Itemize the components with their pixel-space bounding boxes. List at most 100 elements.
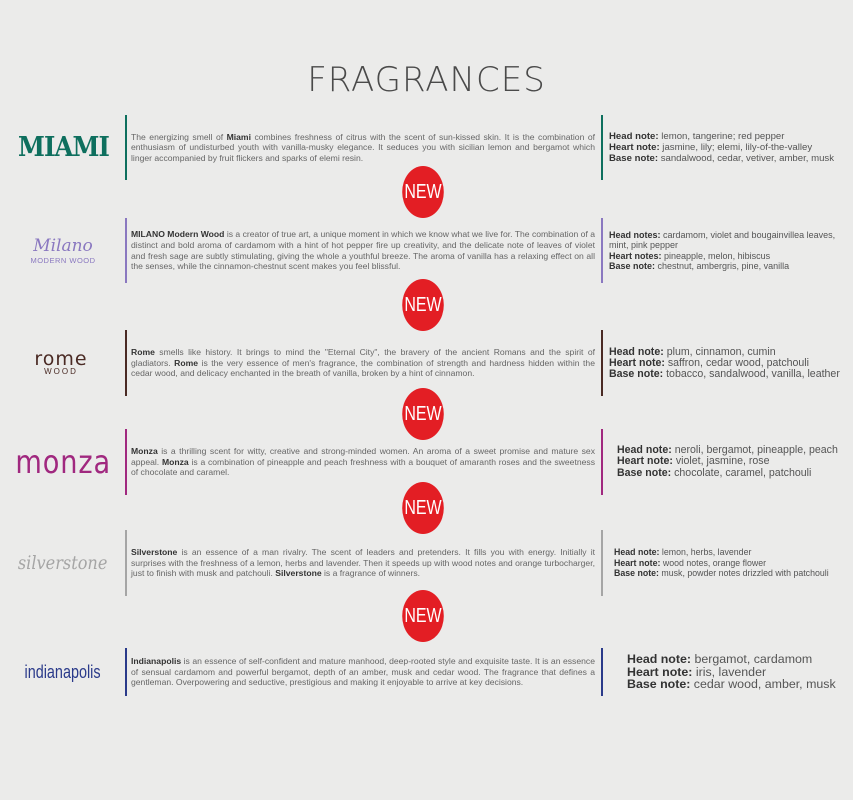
product-row-rome: rome WOOD Rome smells like history. It bri… — [0, 330, 853, 396]
new-badge: NEW — [402, 279, 444, 331]
new-badge: NEW — [402, 388, 444, 440]
note-value: iris, lavender — [692, 664, 767, 679]
note-value: pineapple, melon, hibiscus — [661, 250, 771, 261]
note-label: Base note: — [609, 261, 656, 271]
note-line: Head note: lemon, tangerine; red pepper — [609, 131, 853, 142]
divider-right — [601, 115, 603, 180]
divider-right — [601, 429, 603, 495]
note-line: Base note: tobacco, sandalwood, vanilla,… — [609, 367, 853, 380]
description-text: The energizing smell of — [131, 131, 227, 142]
logo-text: MIAMI — [17, 132, 110, 163]
note-line: Head note: neroli, bergamot, pineapple, … — [617, 443, 853, 457]
product-description: Indianapolis is an essence of self-confi… — [131, 648, 595, 696]
note-value: jasmine, lily; elemi, lily-of-the-valley — [659, 142, 813, 153]
product-description: Monza is a thrilling scent for witty, cr… — [131, 429, 595, 495]
note-line: Base note: chestnut, ambergris, pine, va… — [609, 261, 853, 272]
note-line: Heart notes: pineapple, melon, hibiscus — [609, 251, 853, 262]
divider-left — [125, 115, 127, 180]
note-value: violet, jasmine, rose — [672, 455, 770, 468]
rome-logo: rome WOOD — [0, 330, 126, 396]
fragrance-notes: Head note: plum, cinnamon, cumin Heart no… — [609, 330, 853, 396]
divider-left — [125, 648, 127, 696]
product-row-miami: MIAMI The energizing smell of Miami combi… — [0, 115, 853, 180]
page-title: FRAGRANCES — [307, 60, 546, 100]
description-text: is a creator of true art, a unique momen… — [131, 229, 596, 272]
note-label: Head note: — [614, 547, 660, 558]
product-description: Silverstone is an essence of a man rival… — [131, 530, 595, 596]
description-text: is a thrilling scent for witty, creative… — [131, 446, 595, 467]
note-label: Base note: — [627, 677, 691, 692]
note-value: sandalwood, cedar, vetiver, amber, musk — [658, 153, 835, 164]
note-line: Head notes: cardamom, violet and bougain… — [609, 230, 853, 251]
note-label: Head note: — [609, 345, 664, 358]
note-label: Heart note: — [609, 356, 665, 369]
note-line: Base note: chocolate, caramel, patchouli — [617, 466, 853, 480]
note-label: Heart note: — [617, 455, 673, 468]
note-label: Base note: — [617, 466, 672, 479]
product-name-bold: Indianapolis — [131, 656, 182, 667]
note-label: Heart note: — [627, 664, 693, 679]
note-label: Heart notes: — [609, 250, 662, 261]
note-label: Head note: — [627, 652, 692, 667]
product-description: The energizing smell of Miami combines f… — [131, 115, 595, 180]
note-label: Head note: — [617, 443, 672, 456]
miami-logo: MIAMI — [0, 115, 126, 180]
divider-right — [601, 330, 603, 396]
note-line: Heart note: jasmine, lily; elemi, lily-o… — [609, 142, 853, 153]
note-label: Head note: — [609, 131, 659, 142]
logo-subtext: WOOD — [44, 366, 78, 376]
note-label: Base note: — [614, 568, 659, 579]
note-value: cedar wood, amber, musk — [690, 677, 836, 692]
product-description: Rome smells like history. It brings to m… — [131, 330, 595, 396]
fragrance-notes: Head note: lemon, herbs, lavender Heart n… — [614, 530, 853, 596]
new-badge: NEW — [402, 482, 444, 534]
logo-text: indianapolis — [24, 661, 102, 682]
fragrance-notes: Head notes: cardamom, violet and bougain… — [609, 218, 853, 283]
note-value: chestnut, ambergris, pine, vanilla — [655, 261, 790, 271]
divider-left — [125, 530, 127, 596]
product-row-silverstone: silverstone Silverstone is an essence of … — [0, 530, 853, 596]
description-text: combines freshness of citrus with the sc… — [131, 131, 596, 163]
note-value: neroli, bergamot, pineapple, peach — [671, 443, 838, 456]
note-value: cardamom, violet and bougainvillea leave… — [609, 229, 836, 251]
divider-left — [125, 218, 127, 283]
note-value: wood notes, orange flower — [660, 557, 767, 568]
note-value: tobacco, sandalwood, vanilla, leather — [663, 367, 840, 380]
product-name-bold: Monza — [161, 456, 189, 467]
fragrance-notes: Head note: bergamot, cardamom Heart note:… — [627, 648, 853, 696]
description-text: is a fragrance of winners. — [321, 568, 421, 579]
note-value: musk, powder notes drizzled with patchou… — [658, 568, 829, 579]
fragrance-notes: Head note: neroli, bergamot, pineapple, … — [617, 429, 853, 495]
description-text: smells like history. It brings to mind t… — [131, 347, 595, 368]
note-label: Base note: — [609, 153, 659, 164]
note-value: chocolate, caramel, patchouli — [671, 466, 812, 479]
product-name-bold: MILANO Modern Wood — [131, 229, 225, 240]
new-badge: NEW — [402, 166, 444, 218]
note-line: Head note: bergamot, cardamom — [627, 653, 853, 666]
note-label: Head notes: — [609, 229, 661, 240]
note-line: Head note: lemon, herbs, lavender — [614, 547, 853, 558]
note-value: plum, cinnamon, cumin — [663, 345, 776, 358]
milano-logo: Milano MODERN WOOD — [0, 218, 126, 283]
divider-right — [601, 648, 603, 696]
product-row-milano: Milano MODERN WOOD MILANO Modern Wood is a… — [0, 218, 853, 283]
divider-right — [601, 218, 603, 283]
note-label: Base note: — [609, 367, 664, 380]
note-label: Heart note: — [614, 557, 661, 568]
note-line: Head note: plum, cinnamon, cumin — [609, 345, 853, 358]
note-line: Base note: sandalwood, cedar, vetiver, a… — [609, 153, 853, 164]
description-text: is an essence of self-confident and matu… — [131, 656, 595, 688]
divider-left — [125, 330, 127, 396]
note-line: Base note: musk, powder notes drizzled w… — [614, 568, 853, 579]
logo-text: monza — [15, 443, 111, 481]
product-description: MILANO Modern Wood is a creator of true … — [131, 218, 595, 283]
product-row-indianapolis: indianapolis Indianapolis is an essence o… — [0, 648, 853, 696]
description-text: is a combination of pineapple and peach … — [131, 456, 595, 478]
description-text: is an essence of a man rivalry. The scen… — [131, 547, 595, 579]
product-name-bold: Rome — [131, 347, 155, 358]
note-line: Heart note: violet, jasmine, rose — [617, 456, 853, 468]
new-badge: NEW — [402, 590, 444, 642]
note-line: Heart note: wood notes, orange flower — [614, 558, 853, 569]
note-value: saffron, cedar wood, patchouli — [664, 356, 810, 369]
monza-logo: monza — [0, 429, 126, 495]
